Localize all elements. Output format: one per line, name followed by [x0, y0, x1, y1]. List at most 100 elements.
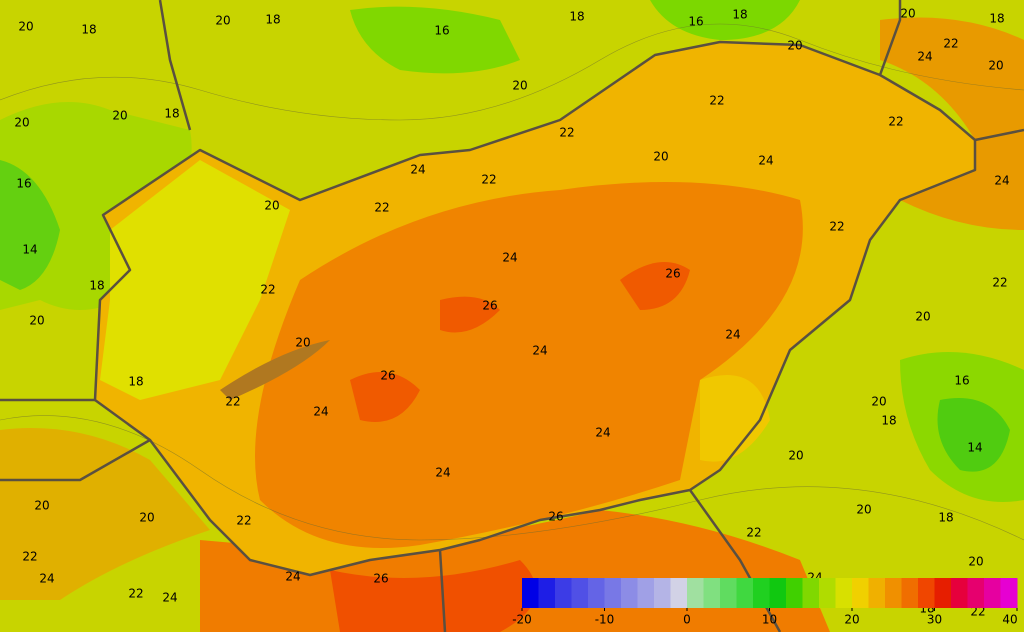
colorbar-swatch [604, 578, 622, 608]
contour-label: 24 [758, 154, 773, 168]
contour-label: 22 [374, 201, 389, 215]
contour-label: 22 [236, 514, 251, 528]
contour-label: 22 [943, 37, 958, 51]
colorbar-tick-label: 0 [683, 613, 691, 627]
contour-label: 20 [215, 14, 230, 28]
field-area [0, 428, 210, 600]
contour-label: 22 [22, 550, 37, 564]
contour-label: 20 [915, 310, 930, 324]
colorbar-swatch [571, 578, 589, 608]
contour-label: 24 [39, 572, 54, 586]
contour-label: 22 [746, 526, 761, 540]
contour-line [0, 415, 1024, 541]
contour-label: 24 [994, 174, 1009, 188]
contour-label: 20 [139, 511, 154, 525]
contour-label: 20 [871, 395, 886, 409]
contour-label: 22 [888, 115, 903, 129]
contour-label: 26 [380, 369, 395, 383]
colorbar-swatch [802, 578, 820, 608]
contour-label: 18 [989, 12, 1004, 26]
contour-label: 18 [881, 414, 896, 428]
contour-label: 26 [482, 299, 497, 313]
field-area [100, 160, 290, 400]
contour-label: 16 [434, 24, 449, 38]
contour-label: 22 [992, 276, 1007, 290]
field-area [350, 6, 520, 74]
contour-label: 20 [295, 336, 310, 350]
contour-label: 24 [162, 591, 177, 605]
colorbar-swatch [885, 578, 902, 608]
colorbar-swatch [769, 578, 787, 608]
field-area [0, 160, 60, 290]
contour-label: 24 [917, 50, 932, 64]
contour-label: 18 [81, 23, 96, 37]
contour-label: 22 [559, 126, 574, 140]
field-area [330, 560, 536, 632]
colorbar-swatch [687, 578, 704, 608]
lake [220, 340, 330, 400]
colorbar: -20 -10 0 10 20 30 40 [512, 578, 1018, 627]
contour-label: 24 [532, 344, 547, 358]
country-border [93, 40, 977, 577]
colorbar-swatch [918, 578, 935, 608]
contour-label: 16 [954, 374, 969, 388]
contour-label: 20 [29, 314, 44, 328]
contour-label: 20 [18, 20, 33, 34]
contour-label: 20 [900, 7, 915, 21]
colorbar-swatch [901, 578, 919, 608]
contour-label: 20 [856, 503, 871, 517]
contour-label: 20 [653, 150, 668, 164]
colorbar-swatch [934, 578, 952, 608]
contour-label: 18 [569, 10, 584, 24]
contour-label: 20 [512, 79, 527, 93]
contour-label: 24 [435, 466, 450, 480]
colorbar-swatch [736, 578, 754, 608]
colorbar-swatch [621, 578, 638, 608]
colorbar-swatch [522, 578, 539, 608]
colorbar-swatch [703, 578, 721, 608]
colorbar-tick-label: 10 [762, 613, 777, 627]
contour-label: 18 [128, 375, 143, 389]
contour-label: 16 [688, 15, 703, 29]
colorbar-tick-label: 20 [844, 613, 859, 627]
colorbar-swatch [654, 578, 671, 608]
field-area [880, 17, 1024, 230]
contour-label: 16 [16, 177, 31, 191]
contour-label: 22 [260, 283, 275, 297]
field-area [350, 372, 420, 422]
colorbar-swatch [538, 578, 556, 608]
contour-label: 24 [313, 405, 328, 419]
colorbar-swatch [555, 578, 572, 608]
contour-label: 18 [164, 107, 179, 121]
field-area [937, 398, 1010, 472]
contour-label: 20 [788, 449, 803, 463]
contour-label: 26 [373, 572, 388, 586]
contour-label: 22 [709, 94, 724, 108]
contour-label: 22 [829, 220, 844, 234]
contour-label: 18 [265, 13, 280, 27]
colorbar-swatch [786, 578, 803, 608]
field-area [620, 262, 690, 310]
contour-label: 20 [112, 109, 127, 123]
colorbar-swatch [637, 578, 655, 608]
contour-label: 24 [410, 163, 425, 177]
colorbar-swatch [753, 578, 770, 608]
contour-label: 20 [14, 116, 29, 130]
colorbar-swatch [835, 578, 853, 608]
colorbar-tick-label: 30 [927, 613, 942, 627]
contour-label: 22 [225, 395, 240, 409]
colorbar-swatch [852, 578, 869, 608]
colorbar-swatch [588, 578, 605, 608]
contour-label: 14 [22, 243, 37, 257]
colorbar-swatch [967, 578, 985, 608]
colorbar-tick-label: 40 [1002, 613, 1017, 627]
contour-label: 24 [725, 328, 740, 342]
colorbar-swatch [951, 578, 968, 608]
contour-label: 14 [967, 441, 982, 455]
contour-label: 20 [787, 39, 802, 53]
colorbar-swatch [720, 578, 737, 608]
contour-label: 26 [665, 267, 680, 281]
contour-label: 22 [128, 587, 143, 601]
contour-label: 20 [968, 555, 983, 569]
